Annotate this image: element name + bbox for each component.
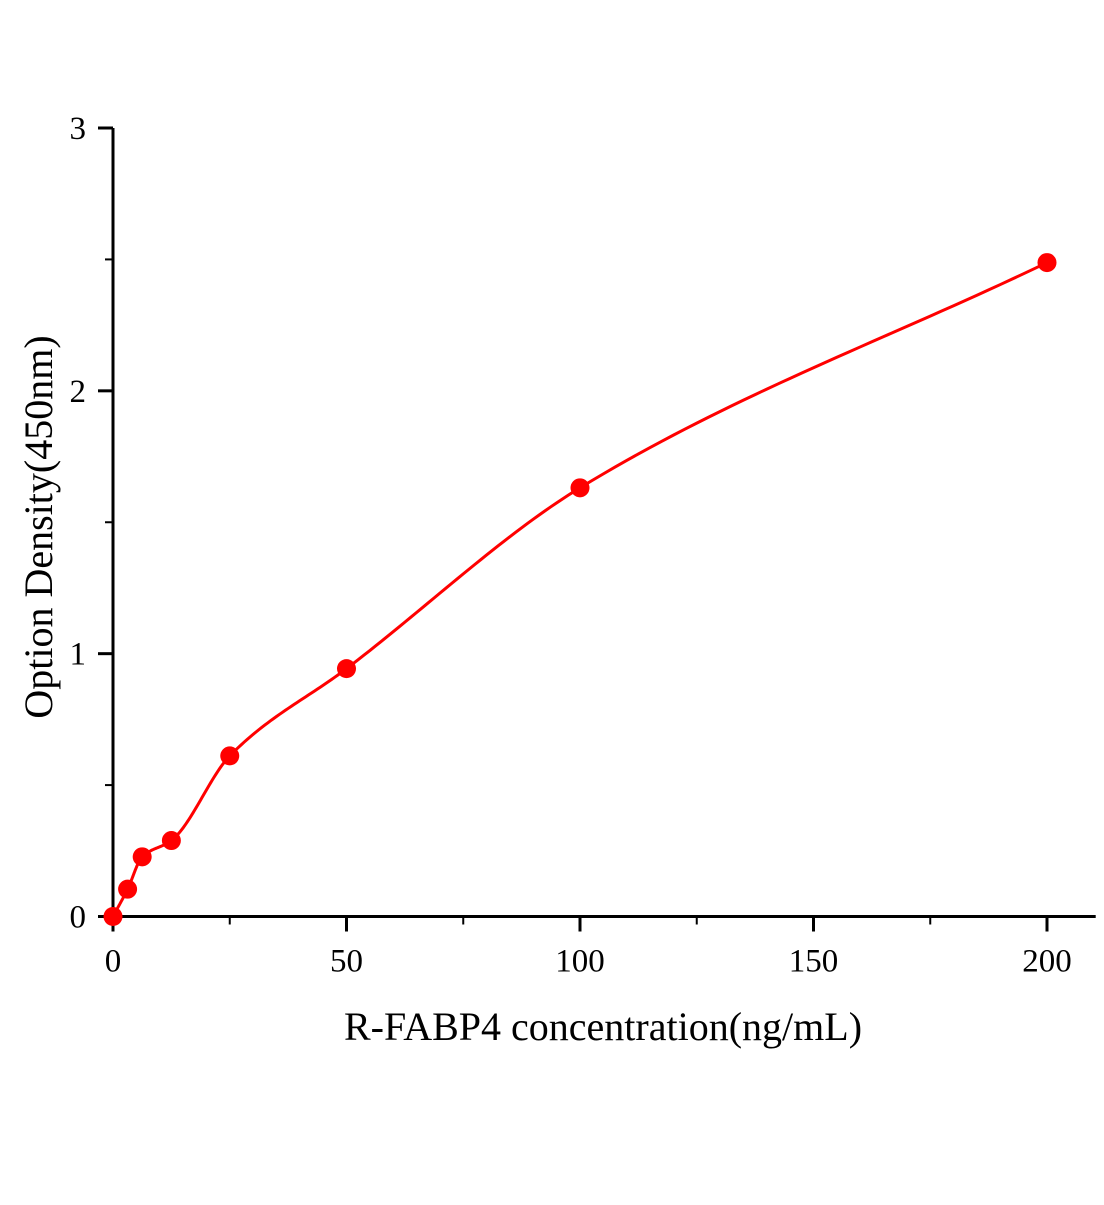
y-tick-label: 1 bbox=[70, 637, 87, 673]
y-tick-label: 3 bbox=[70, 111, 87, 147]
data-point bbox=[103, 907, 123, 926]
data-point bbox=[161, 831, 181, 851]
fit-curve bbox=[111, 261, 1048, 918]
x-axis-label: R-FABP4 concentration(ng/mL) bbox=[344, 1004, 862, 1049]
y-axis-label: Option Density(450nm) bbox=[16, 335, 61, 718]
x-tick-label: 150 bbox=[789, 944, 839, 980]
data-point bbox=[220, 746, 240, 766]
data-point bbox=[132, 847, 152, 867]
y-tick-label: 2 bbox=[70, 374, 87, 410]
data-point bbox=[1037, 253, 1057, 273]
x-tick-label: 200 bbox=[1022, 944, 1072, 980]
data-points bbox=[103, 253, 1057, 926]
data-point bbox=[118, 879, 138, 899]
axes bbox=[111, 128, 1096, 918]
x-tick-label: 100 bbox=[555, 944, 605, 980]
x-tick-label: 0 bbox=[105, 944, 122, 980]
data-point bbox=[570, 478, 590, 498]
ticks: 0 50 100 150 200 0 1 2 3 bbox=[70, 111, 1072, 980]
x-tick-label: 50 bbox=[330, 944, 363, 980]
data-point bbox=[337, 659, 356, 679]
y-tick-label: 0 bbox=[70, 900, 87, 936]
